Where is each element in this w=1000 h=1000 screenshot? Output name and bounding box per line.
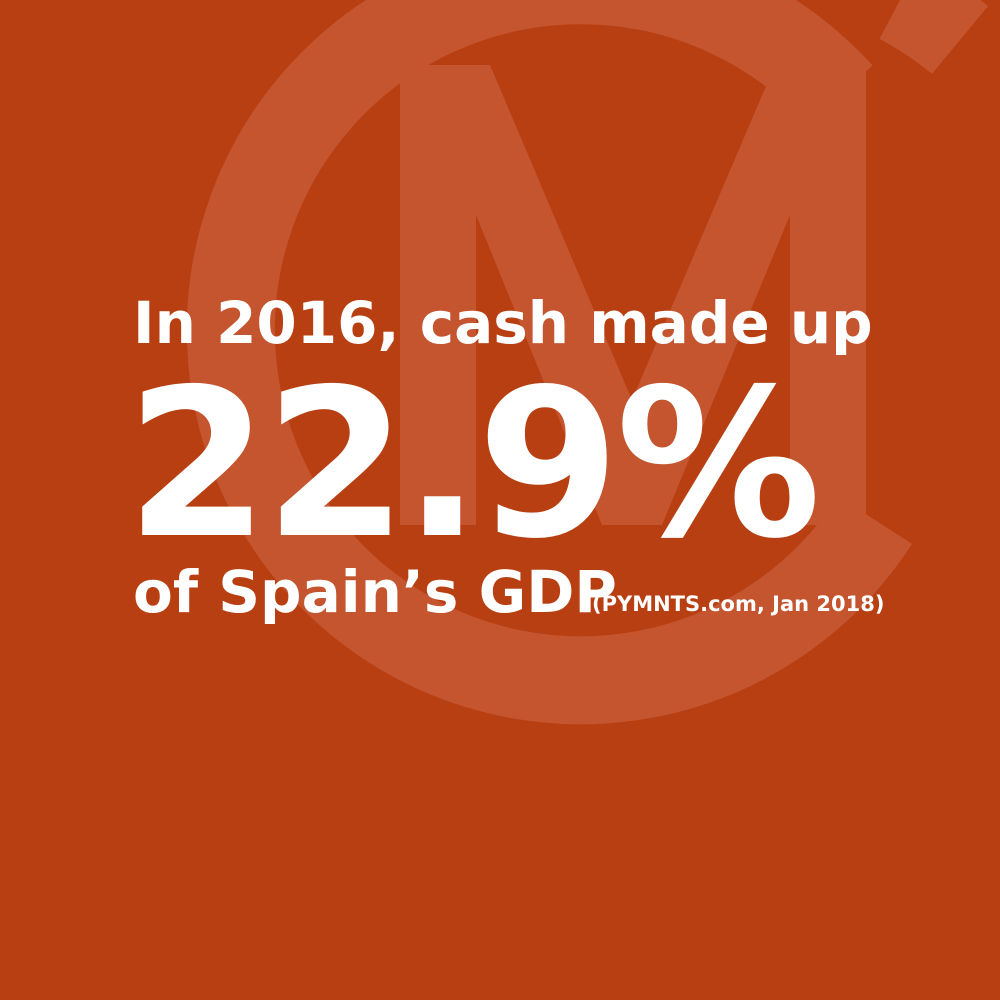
watermark-ring — [186, 0, 912, 725]
source-text: (PYMNTS.com, Jan 2018) — [592, 592, 884, 616]
watermark-logo — [186, 0, 989, 725]
watermark-letter — [400, 65, 866, 525]
lead-text: In 2016, cash made up — [133, 289, 873, 357]
watermark-ring-fragment — [878, 0, 989, 75]
tail-text: of Spain’s GDP — [133, 558, 617, 626]
figure-text: 22.9% — [126, 346, 817, 584]
